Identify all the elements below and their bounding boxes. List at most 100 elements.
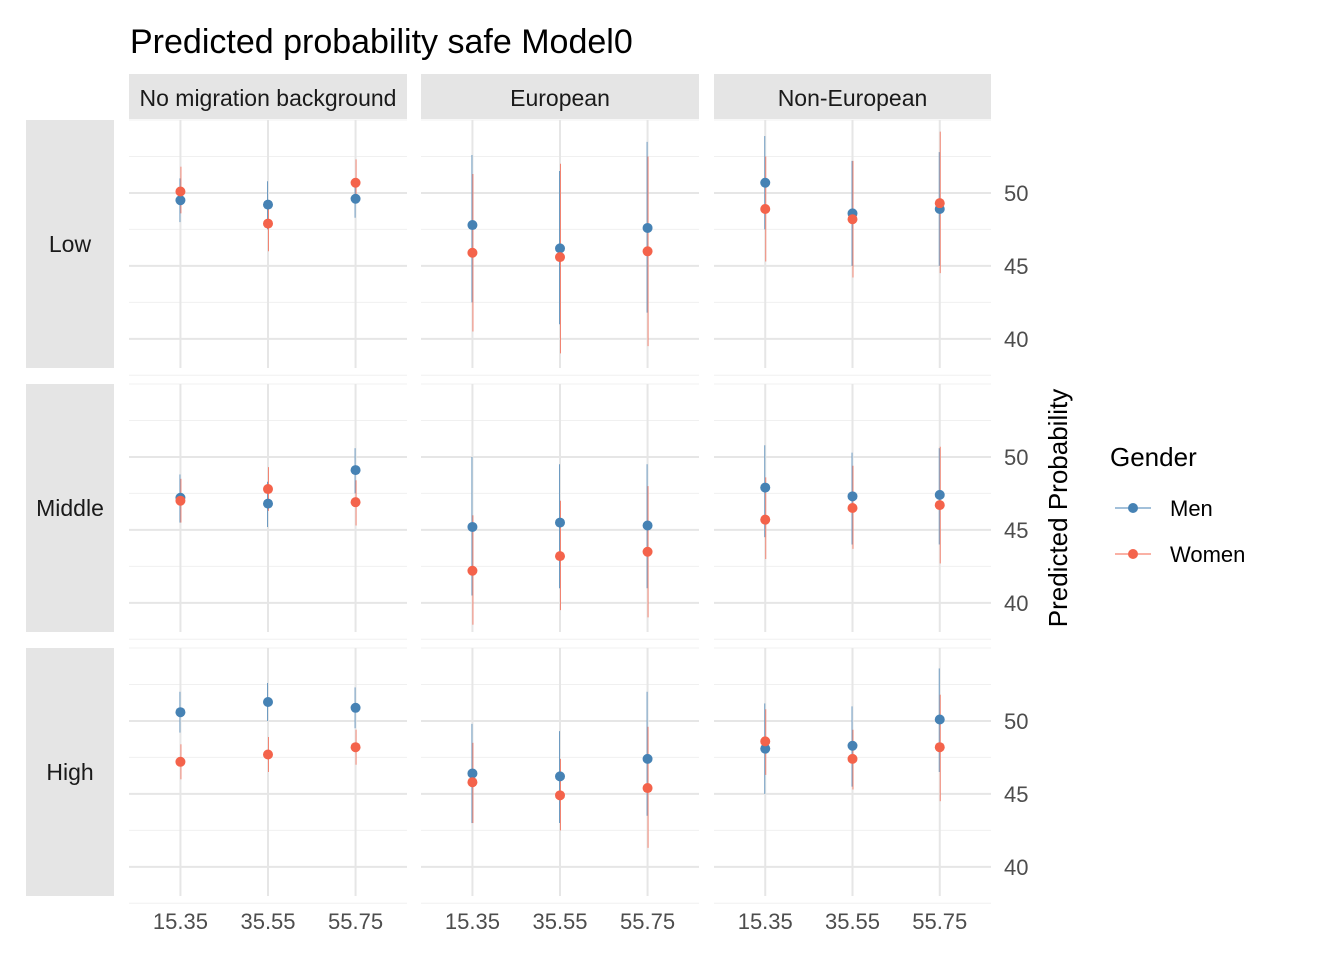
data-point <box>642 520 653 531</box>
data-point <box>760 203 771 214</box>
data-point <box>467 521 478 532</box>
legend: Gender Men Women <box>1110 442 1245 567</box>
data-point <box>467 220 478 231</box>
column-strip-label: Non-European <box>778 85 928 111</box>
data-point <box>263 696 273 707</box>
data-point <box>760 736 771 747</box>
axes: 40 45 50 40 45 50 40 45 50 15.35 35.55 55.75 15.35 35… <box>153 181 1029 934</box>
y-tick-label: 50 <box>1004 445 1028 470</box>
legend-key-point <box>1128 549 1138 559</box>
x-tick-label: 55.75 <box>328 909 383 934</box>
data-point <box>263 484 273 495</box>
chart-title: Predicted probability safe Model0 <box>130 23 633 61</box>
column-strip-label: No migration background <box>140 85 397 111</box>
panel-data <box>175 159 361 252</box>
x-tick-label: 15.35 <box>445 909 500 934</box>
data-point <box>175 756 186 767</box>
panel-data <box>175 448 361 527</box>
data-point <box>934 500 945 511</box>
data-point <box>934 489 945 500</box>
data-point <box>350 177 361 188</box>
y-tick-label: 40 <box>1004 591 1028 616</box>
data-point <box>555 551 565 562</box>
x-tick-label: 35.55 <box>825 909 880 934</box>
data-point <box>350 497 361 508</box>
data-point <box>555 790 565 801</box>
data-point <box>760 514 771 525</box>
panel-data <box>467 141 653 354</box>
data-point <box>467 768 478 779</box>
data-point <box>934 742 945 753</box>
data-point <box>467 247 478 258</box>
data-point <box>175 707 186 718</box>
data-point <box>467 777 478 788</box>
column-strip <box>129 74 407 119</box>
y-tick-label: 45 <box>1004 518 1028 543</box>
y-tick-label: 40 <box>1004 327 1028 352</box>
x-tick-label: 15.35 <box>153 909 208 934</box>
data-point <box>760 482 771 493</box>
data-point <box>175 186 186 197</box>
data-point <box>642 246 653 257</box>
data-point <box>642 222 653 233</box>
panel-grid <box>129 383 407 640</box>
legend-item: Women <box>1115 542 1245 567</box>
data-point <box>175 495 186 506</box>
y-tick-label: 50 <box>1004 181 1028 206</box>
row-strip <box>26 120 114 368</box>
legend-label: Men <box>1170 496 1213 521</box>
data-point <box>642 783 653 794</box>
data-point <box>350 193 361 204</box>
data-point <box>642 753 653 764</box>
legend-key-point <box>1128 503 1138 513</box>
x-tick-label: 55.75 <box>620 909 675 934</box>
data-point <box>350 742 361 753</box>
y-tick-label: 50 <box>1004 709 1028 734</box>
panel-data <box>760 445 945 564</box>
row-strip-label: Middle <box>36 495 104 521</box>
x-tick-label: 15.35 <box>738 909 793 934</box>
data-point <box>350 465 361 476</box>
row-strip-label: Low <box>49 231 92 257</box>
y-axis-title: Predicted Probability <box>1043 389 1073 627</box>
row-strip <box>26 648 114 896</box>
data-point <box>555 243 565 254</box>
data-point <box>350 702 361 713</box>
data-point <box>263 199 273 210</box>
legend-item: Men <box>1115 496 1213 521</box>
data-point <box>934 198 945 209</box>
data-point <box>555 517 565 528</box>
x-tick-label: 35.55 <box>240 909 295 934</box>
data-point <box>555 252 565 263</box>
row-strip <box>26 384 114 632</box>
y-tick-label: 40 <box>1004 855 1028 880</box>
x-tick-label: 35.55 <box>532 909 587 934</box>
legend-label: Women <box>1170 542 1245 567</box>
data-point <box>847 503 858 513</box>
column-strip-label: European <box>510 85 610 111</box>
panel-data <box>760 668 945 802</box>
column-strip <box>421 74 699 119</box>
data-point <box>934 714 945 725</box>
data-point <box>760 743 771 754</box>
facet-panels <box>129 119 991 904</box>
data-point <box>847 491 858 502</box>
data-point <box>760 177 771 188</box>
data-point <box>847 740 858 751</box>
column-strip <box>714 74 991 119</box>
legend-title: Gender <box>1110 442 1197 472</box>
panel-data <box>175 683 361 780</box>
panel-data <box>467 456 653 625</box>
facet-strips: No migration background European Non-Europ… <box>26 74 991 896</box>
data-point <box>847 214 858 225</box>
data-point <box>555 771 565 782</box>
data-point <box>263 498 273 509</box>
data-point <box>467 565 478 576</box>
data-point <box>175 195 186 206</box>
row-strip-label: High <box>46 759 93 785</box>
x-tick-label: 55.75 <box>912 909 967 934</box>
data-point <box>847 753 858 764</box>
data-point <box>642 546 653 557</box>
y-tick-label: 45 <box>1004 782 1028 807</box>
